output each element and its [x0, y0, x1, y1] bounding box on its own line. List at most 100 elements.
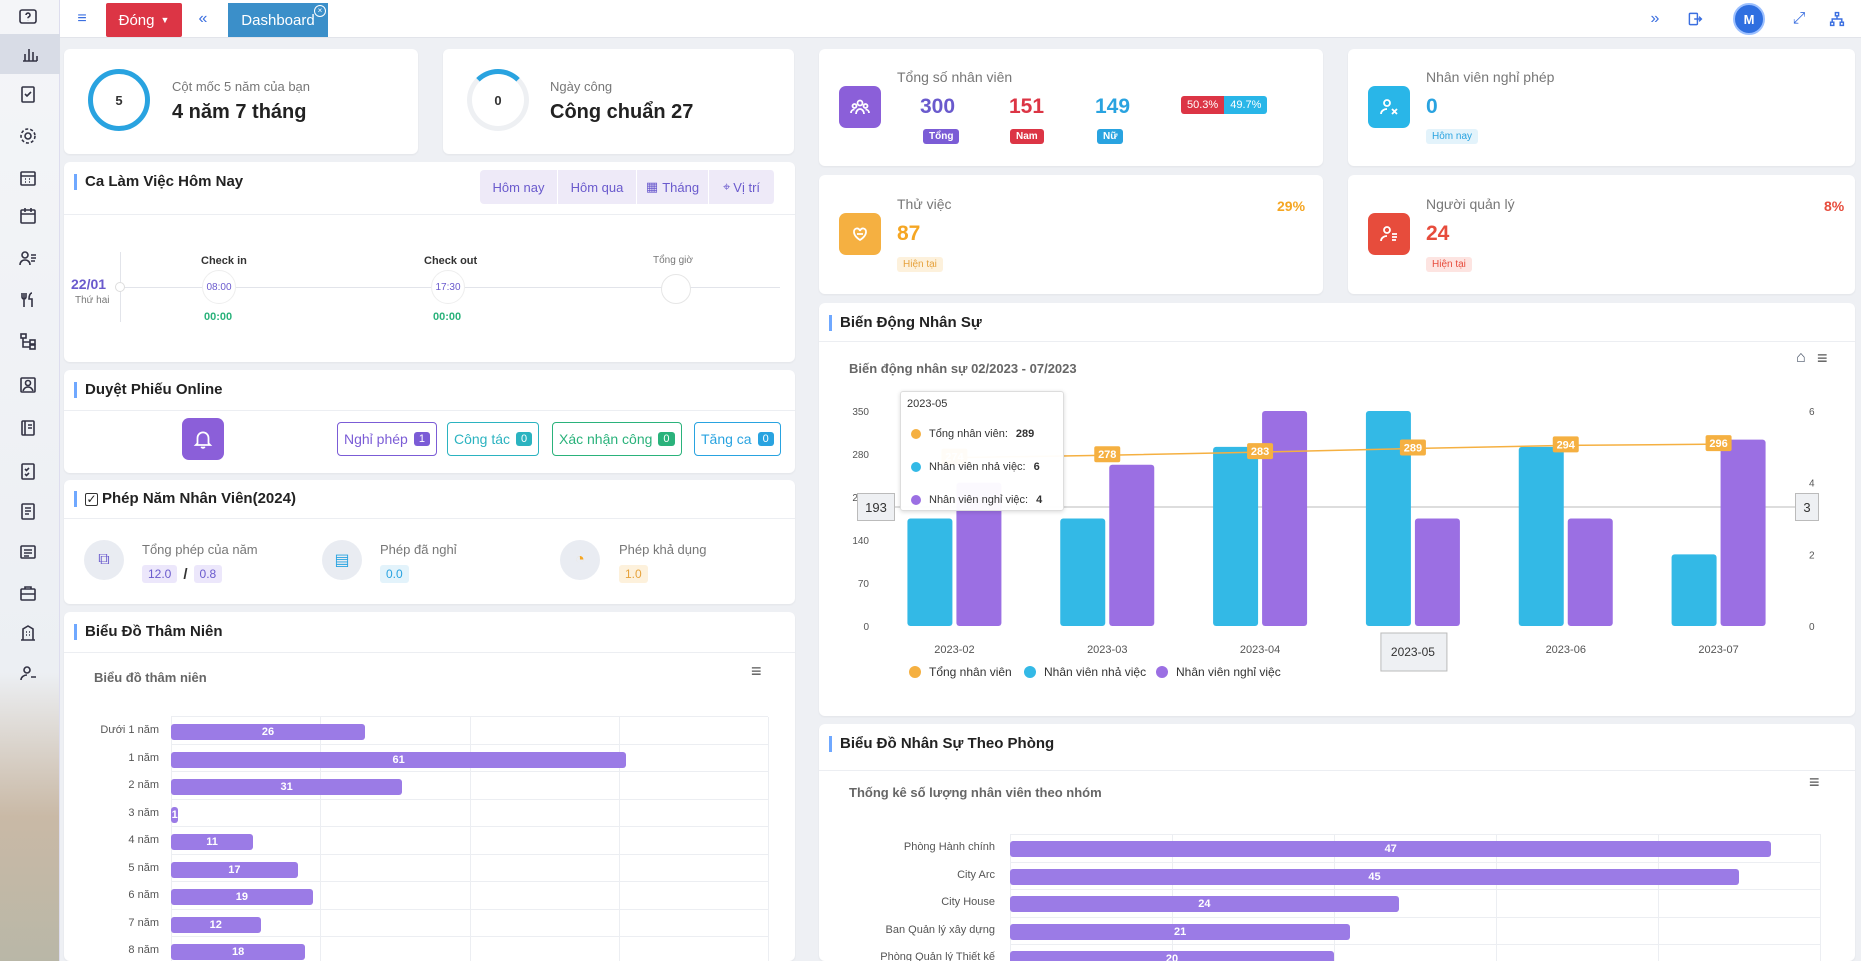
bar: 19: [171, 889, 313, 905]
x-tick-highlight: [1380, 632, 1448, 672]
user-manager-icon: [1368, 213, 1410, 255]
avail-leave-wrap: 1.0: [619, 565, 648, 583]
chart-menu-icon[interactable]: ≡: [1817, 348, 1828, 368]
bar: 45: [1010, 868, 1739, 885]
y-left-tick: 350: [852, 407, 869, 418]
fullscreen-icon[interactable]: ⤢: [1792, 10, 1806, 27]
sitemap-icon[interactable]: [1826, 8, 1848, 30]
legend-marker: [1156, 666, 1168, 678]
grid-line: [171, 936, 768, 937]
bar-label: 2 năm: [128, 779, 159, 791]
grid-line: [1010, 889, 1820, 890]
approval-count: 0: [516, 432, 533, 446]
bar-label: City House: [941, 896, 995, 908]
milestone-value: 4 năm 7 tháng: [172, 101, 307, 123]
news-icon[interactable]: [12, 537, 44, 567]
tab-dashboard-label: Dashboard: [241, 11, 315, 29]
dept-chart: Phòng Hành chính 47 City Arc 45 City House 24…: [819, 724, 1855, 961]
filter-today[interactable]: Hôm nay: [480, 170, 558, 204]
top-bar: ≡ Đóng ▼ « Dashboard × » M ⤢: [60, 0, 1861, 38]
document-icon[interactable]: [12, 496, 44, 526]
bar-label: Phòng Hành chính: [903, 841, 995, 853]
menu-icon[interactable]: ≡: [77, 10, 87, 27]
probation-card: Thử việc 87 Hiện tại 29%: [819, 175, 1323, 294]
bar: 24: [1010, 896, 1399, 912]
scroll-right-icon[interactable]: »: [1650, 10, 1660, 27]
calendar-icon[interactable]: [12, 201, 44, 231]
leave-title: Phép Năm Nhân Viên(2024): [102, 490, 296, 507]
movement-title: Biến Động Nhân Sự: [829, 315, 982, 331]
checklist-icon[interactable]: [12, 456, 44, 486]
seniority-chart: Dưới 1 năm 26 1 năm 61 2 năm 31 3 năm 1 4 năm 11 5…: [64, 612, 795, 961]
tooltip-value: 4: [1036, 494, 1043, 506]
users-list-icon[interactable]: [12, 243, 44, 273]
filter-month[interactable]: ▦ Tháng: [637, 170, 709, 204]
profile-card-icon[interactable]: [12, 370, 44, 400]
grid-line: [171, 908, 768, 910]
approval-0-button[interactable]: Nghỉ phép 1: [337, 422, 437, 456]
calendar-grid-icon[interactable]: [12, 163, 44, 193]
grid-line: [1658, 834, 1659, 961]
building-icon[interactable]: [12, 618, 44, 648]
total-hours-label: Tổng giờ: [653, 255, 693, 266]
bar-label: City Arc: [957, 868, 995, 881]
caret-down-icon: ▼: [160, 15, 170, 25]
approval-1-button[interactable]: Công tác 0: [447, 422, 540, 456]
seniority-card: Biểu Đồ Thâm Niên Biểu đồ thâm niên ≡ Dư…: [64, 612, 795, 961]
employees-female: 149: [1095, 95, 1131, 118]
user-settings-icon[interactable]: [12, 658, 44, 688]
filter-yesterday[interactable]: Hôm qua: [558, 170, 637, 204]
org-tree-icon[interactable]: [12, 326, 44, 356]
probation-value: 87: [897, 222, 921, 245]
calendar-check-icon: ✓: [85, 491, 98, 506]
movement-chart: Biến động nhân sự 02/2023 - 07/2023 0 70 14…: [819, 303, 1855, 716]
bar-label: 8 năm: [128, 944, 159, 956]
shift-card: Ca Làm Việc Hôm Nay Hôm nay Hôm qua ▦ Thá…: [64, 162, 795, 362]
gender-ratio-bar: 50.3% 49.7%: [1181, 96, 1268, 114]
x-tick-label: 2023-02: [934, 644, 974, 656]
sidebar: [0, 0, 60, 961]
scroll-left-icon[interactable]: «: [198, 10, 208, 27]
chart-menu-icon[interactable]: ≡: [751, 661, 762, 681]
approval-2-button[interactable]: Xác nhận công 0: [552, 422, 682, 456]
legend-label: Nhân viên nhả việc: [1044, 665, 1146, 679]
grid-line: [171, 798, 768, 800]
filter-location[interactable]: ⌖ Vị trí: [709, 170, 775, 204]
close-all-button[interactable]: Đóng ▼: [106, 3, 182, 37]
grid-line: [469, 717, 471, 961]
bell-icon[interactable]: [182, 418, 224, 460]
workdays-label: Ngày công: [550, 79, 613, 94]
restaurant-icon[interactable]: [12, 285, 44, 315]
logout-icon[interactable]: [1684, 8, 1706, 30]
y-left-tick: 70: [858, 579, 870, 590]
gear-icon[interactable]: [12, 121, 44, 151]
avail-leave-value: 1.0: [619, 565, 648, 583]
brand-logo-icon[interactable]: M: [1733, 3, 1765, 35]
total-leave-label: Tổng phép của năm: [142, 542, 258, 557]
home-icon[interactable]: ⌂: [1796, 349, 1806, 366]
briefcase-icon[interactable]: [12, 578, 44, 608]
bar: 31: [171, 779, 403, 795]
leave-staff-card: Nhân viên nghỉ phép 0 Hôm nay: [1348, 49, 1855, 166]
tooltip-row: Nhân viên nhả việc: 6: [911, 461, 1040, 473]
tab-dashboard[interactable]: Dashboard ×: [228, 3, 328, 37]
tab-close-icon[interactable]: ×: [314, 5, 326, 17]
chart-menu-icon[interactable]: ≡: [1809, 772, 1820, 792]
bar-label: Dưới 1 năm: [100, 724, 159, 736]
bar-leave: [1720, 439, 1766, 626]
legend-marker: [1024, 666, 1036, 678]
shift-date: 22/01: [71, 276, 107, 292]
grid-line: [768, 717, 769, 961]
approval-3-button[interactable]: Tăng ca 0: [694, 422, 781, 456]
total-leave-a: 12.0: [142, 565, 178, 583]
bar: 12: [171, 916, 261, 933]
movement-card: Biến Động Nhân Sự Biến động nhân sự 02/2…: [819, 303, 1855, 716]
help-icon[interactable]: [12, 3, 44, 33]
tooltip-value: 289: [1015, 428, 1035, 440]
book-icon[interactable]: [12, 413, 44, 443]
clipboard-icon[interactable]: [12, 79, 44, 109]
bar-quit: [907, 518, 953, 626]
grid-line: [320, 717, 322, 961]
line-data-label: 283: [1251, 446, 1269, 458]
dashboard-chart-icon[interactable]: [0, 34, 60, 74]
